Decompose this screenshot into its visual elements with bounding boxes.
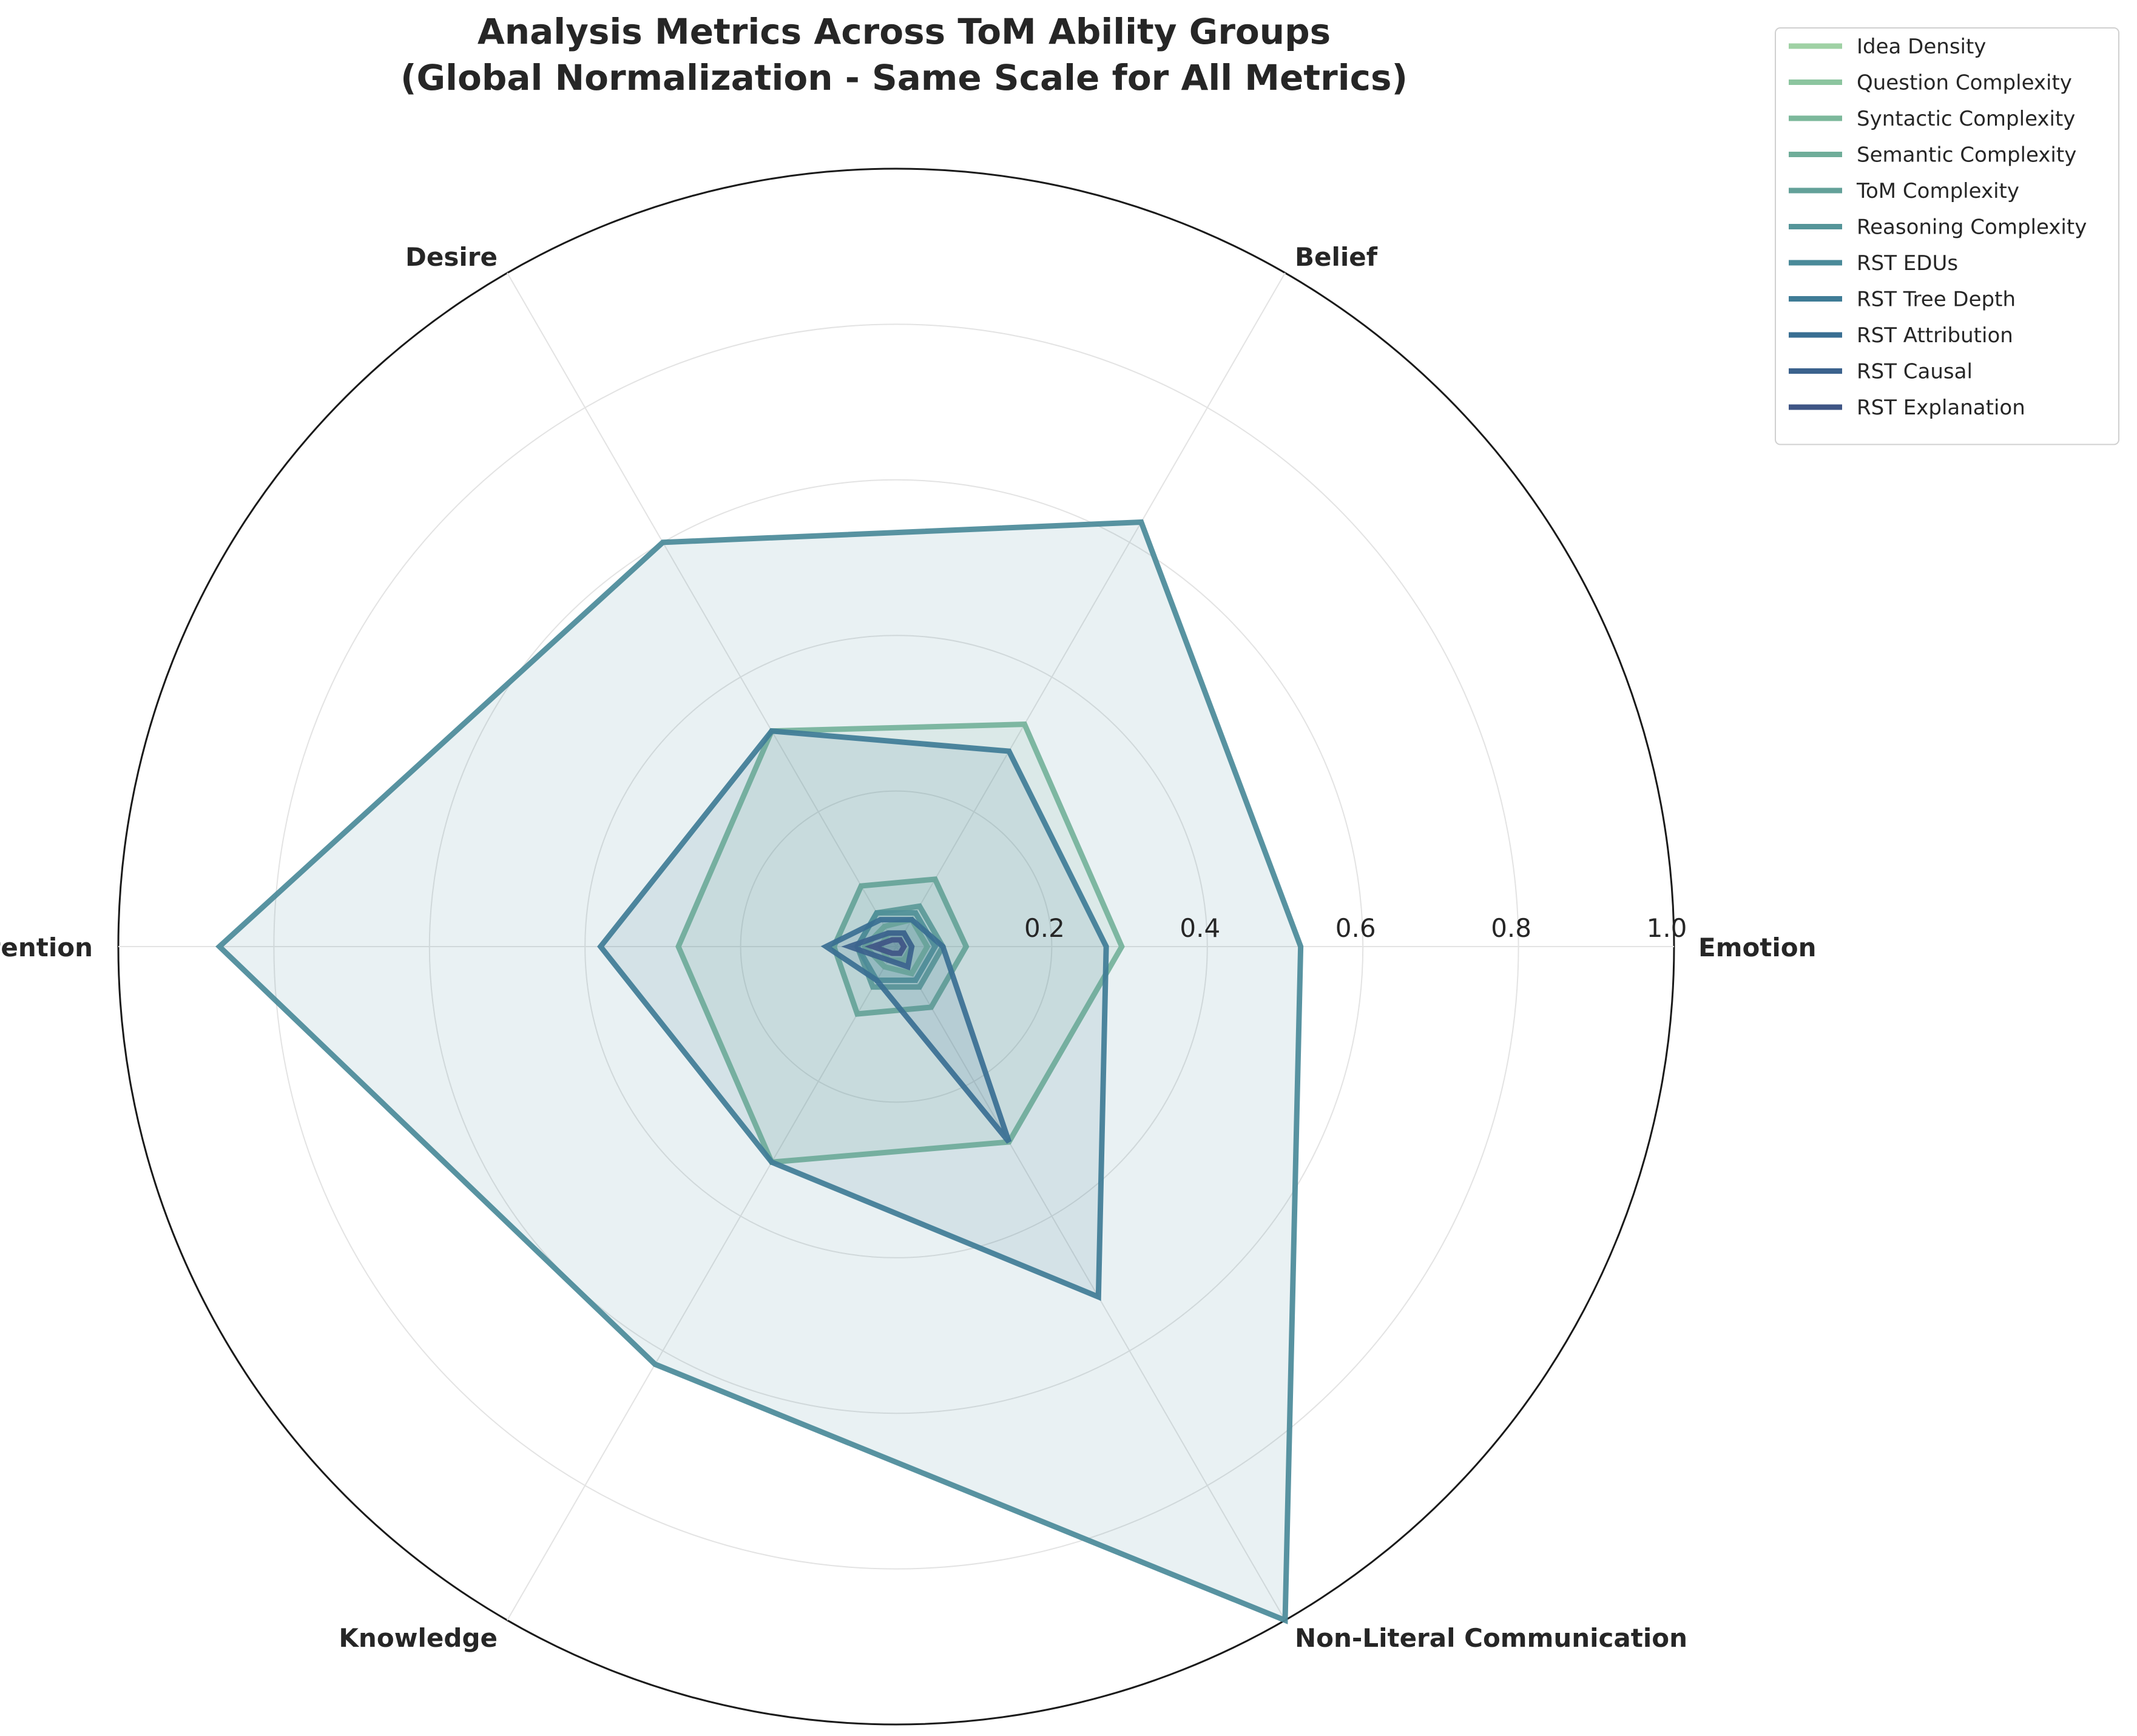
series-area [873,939,904,954]
series-line [841,930,915,971]
radial-tick-label: 0.6 [1335,913,1376,943]
legend-entry: Reasoning Complexity [1857,215,2087,240]
legend-entry: RST Causal [1857,360,1973,384]
series-area [834,879,967,1015]
radar-series-layer [215,519,1304,1624]
radar-spoke-2 [507,272,897,947]
legend-entry: ToM Complexity [1856,179,2019,203]
series-line [820,917,1012,1144]
legend-box [1775,27,2119,445]
legend-entry: Question Complexity [1857,71,2072,95]
axis-label: Desire [405,242,498,272]
chart-title: Analysis Metrics Across ToM Ability Grou… [478,11,1331,52]
legend-entry: RST Attribution [1857,323,2013,348]
radial-tick-label: 0.2 [1024,913,1065,943]
legend-entry: RST EDUs [1857,251,1958,275]
series-area [600,731,1107,1297]
legend-entry: Idea Density [1857,35,1986,59]
legend: Idea Density Question Complexity Syntactic… [1775,27,2119,445]
radial-tick-label: 0.4 [1180,913,1220,943]
axis-label: Non-Literal Communication [1295,1623,1687,1653]
radar-spoke-1 [896,272,1286,947]
legend-entry: RST Explanation [1857,396,2025,420]
legend-entry: Semantic Complexity [1857,143,2076,167]
radial-tick-label: 0.8 [1491,913,1531,943]
series-area [857,913,936,981]
axis-label: Intention [0,933,93,962]
series-line [597,728,1109,1301]
axis-label: Belief [1295,242,1378,272]
legend-entry: RST Tree Depth [1857,288,2016,312]
radar-spoke-5 [896,946,1286,1621]
radar-labels: 0.2 0.4 0.6 0.8 1.0 Emotion Belief Desire Intent… [0,242,1817,1653]
axis-label: Emotion [1698,933,1817,962]
radar-spoke-4 [507,946,897,1621]
chart-subtitle: (Global Normalization - Same Scale for A… [400,57,1408,98]
radar-grid [117,167,1675,1726]
axis-label: Knowledge [339,1623,498,1653]
series-line [831,876,970,1017]
series-line [864,937,908,956]
series-line [215,519,1304,1624]
radial-tick-label: 1.0 [1647,913,1687,943]
legend-entry: Syntactic Complexity [1857,107,2075,131]
